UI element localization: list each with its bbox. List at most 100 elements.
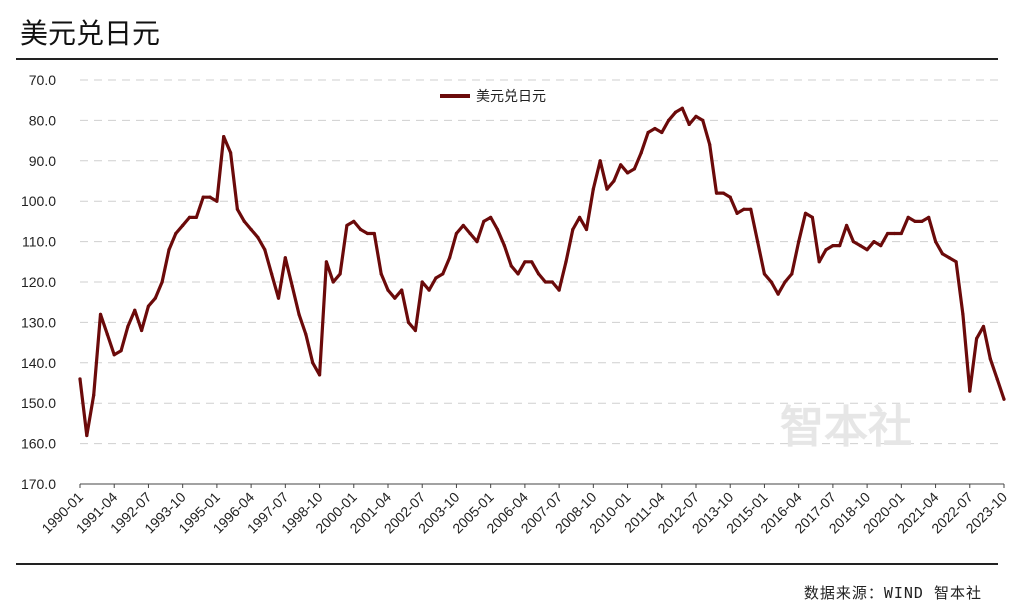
data-point: [174, 231, 178, 236]
y-tick-label: 100.0: [21, 193, 56, 209]
data-point: [434, 276, 438, 280]
data-point: [454, 231, 459, 236]
data-point: [352, 219, 356, 223]
data-point: [208, 195, 212, 199]
data-point: [427, 288, 431, 292]
data-point: [441, 272, 445, 276]
y-tick-label: 170.0: [21, 476, 56, 492]
data-point: [892, 231, 897, 236]
bottom-divider: [16, 563, 998, 565]
y-tick-label: 140.0: [21, 355, 56, 371]
y-tick-label: 80.0: [29, 112, 56, 128]
x-axis: 1990-011991-041992-071993-101995-011996-…: [38, 484, 1010, 536]
data-point: [119, 349, 123, 353]
data-point: [571, 227, 575, 232]
data-point: [489, 215, 493, 219]
data-point: [516, 272, 520, 276]
y-tick-label: 110.0: [22, 234, 56, 250]
data-point: [660, 130, 664, 135]
y-tick-label: 70.0: [29, 72, 56, 88]
data-point: [598, 159, 602, 163]
data-point: [112, 353, 116, 357]
data-point: [509, 264, 513, 268]
data-point: [160, 280, 164, 284]
data-point: [242, 219, 246, 223]
data-point: [886, 231, 890, 236]
data-point: [899, 231, 903, 236]
data-point: [92, 393, 96, 397]
data-point: [694, 114, 698, 118]
data-point: [646, 130, 650, 135]
data-point: [386, 288, 390, 292]
data-point: [981, 324, 986, 329]
data-point: [858, 244, 862, 248]
data-point: [311, 361, 315, 365]
data-point: [632, 167, 637, 171]
y-tick-label: 90.0: [29, 153, 56, 169]
top-divider: [16, 58, 998, 60]
series-layer: [78, 106, 1006, 438]
data-point: [105, 332, 109, 337]
data-point: [502, 244, 506, 248]
y-tick-label: 120.0: [21, 274, 56, 290]
data-point: [283, 256, 287, 260]
data-point: [78, 377, 82, 381]
watermark: 智本社: [780, 402, 912, 453]
data-point: [653, 126, 657, 131]
data-point: [270, 272, 274, 276]
data-point: [263, 248, 267, 252]
data-point: [461, 223, 465, 228]
data-point: [578, 215, 582, 219]
data-point: [304, 332, 308, 337]
data-point: [838, 244, 842, 248]
data-point: [235, 207, 240, 211]
data-point: [187, 215, 192, 219]
data-point: [222, 134, 226, 139]
data-point: [714, 191, 719, 195]
data-point: [906, 215, 910, 219]
data-point: [933, 240, 938, 244]
data-point: [584, 227, 589, 232]
data-point: [406, 320, 411, 324]
data-point: [605, 187, 609, 191]
data-point: [619, 163, 623, 167]
data-point: [215, 199, 219, 203]
source-note: 数据来源：WIND 智本社: [803, 584, 982, 602]
data-point: [194, 215, 198, 219]
data-point: [420, 280, 424, 284]
data-point: [181, 223, 185, 228]
data-point: [276, 296, 281, 300]
data-point: [317, 373, 322, 377]
data-point: [975, 336, 979, 341]
data-point: [762, 272, 767, 276]
y-tick-label: 130.0: [21, 314, 56, 330]
data-point: [940, 252, 945, 256]
data-point: [612, 179, 616, 183]
data-point: [817, 260, 821, 264]
data-point: [844, 223, 849, 228]
data-point: [803, 211, 808, 215]
data-point: [256, 235, 260, 240]
data-point: [879, 244, 883, 248]
data-point: [947, 256, 951, 260]
data-point: [667, 118, 671, 122]
data-point: [625, 171, 630, 175]
data-point: [98, 312, 103, 316]
data-point: [482, 219, 486, 223]
data-point: [228, 151, 233, 155]
data-point: [1002, 397, 1006, 401]
data-point: [324, 260, 328, 264]
data-point: [201, 195, 205, 199]
data-point: [913, 219, 917, 223]
data-point: [290, 284, 294, 288]
series-line: [78, 106, 1006, 438]
data-point: [790, 272, 794, 276]
data-point: [140, 328, 144, 333]
data-point: [297, 312, 301, 316]
data-point: [591, 187, 595, 191]
data-point: [810, 215, 814, 219]
data-point: [365, 231, 370, 236]
data-point: [701, 118, 705, 122]
data-point: [920, 219, 924, 223]
data-point: [530, 260, 534, 264]
